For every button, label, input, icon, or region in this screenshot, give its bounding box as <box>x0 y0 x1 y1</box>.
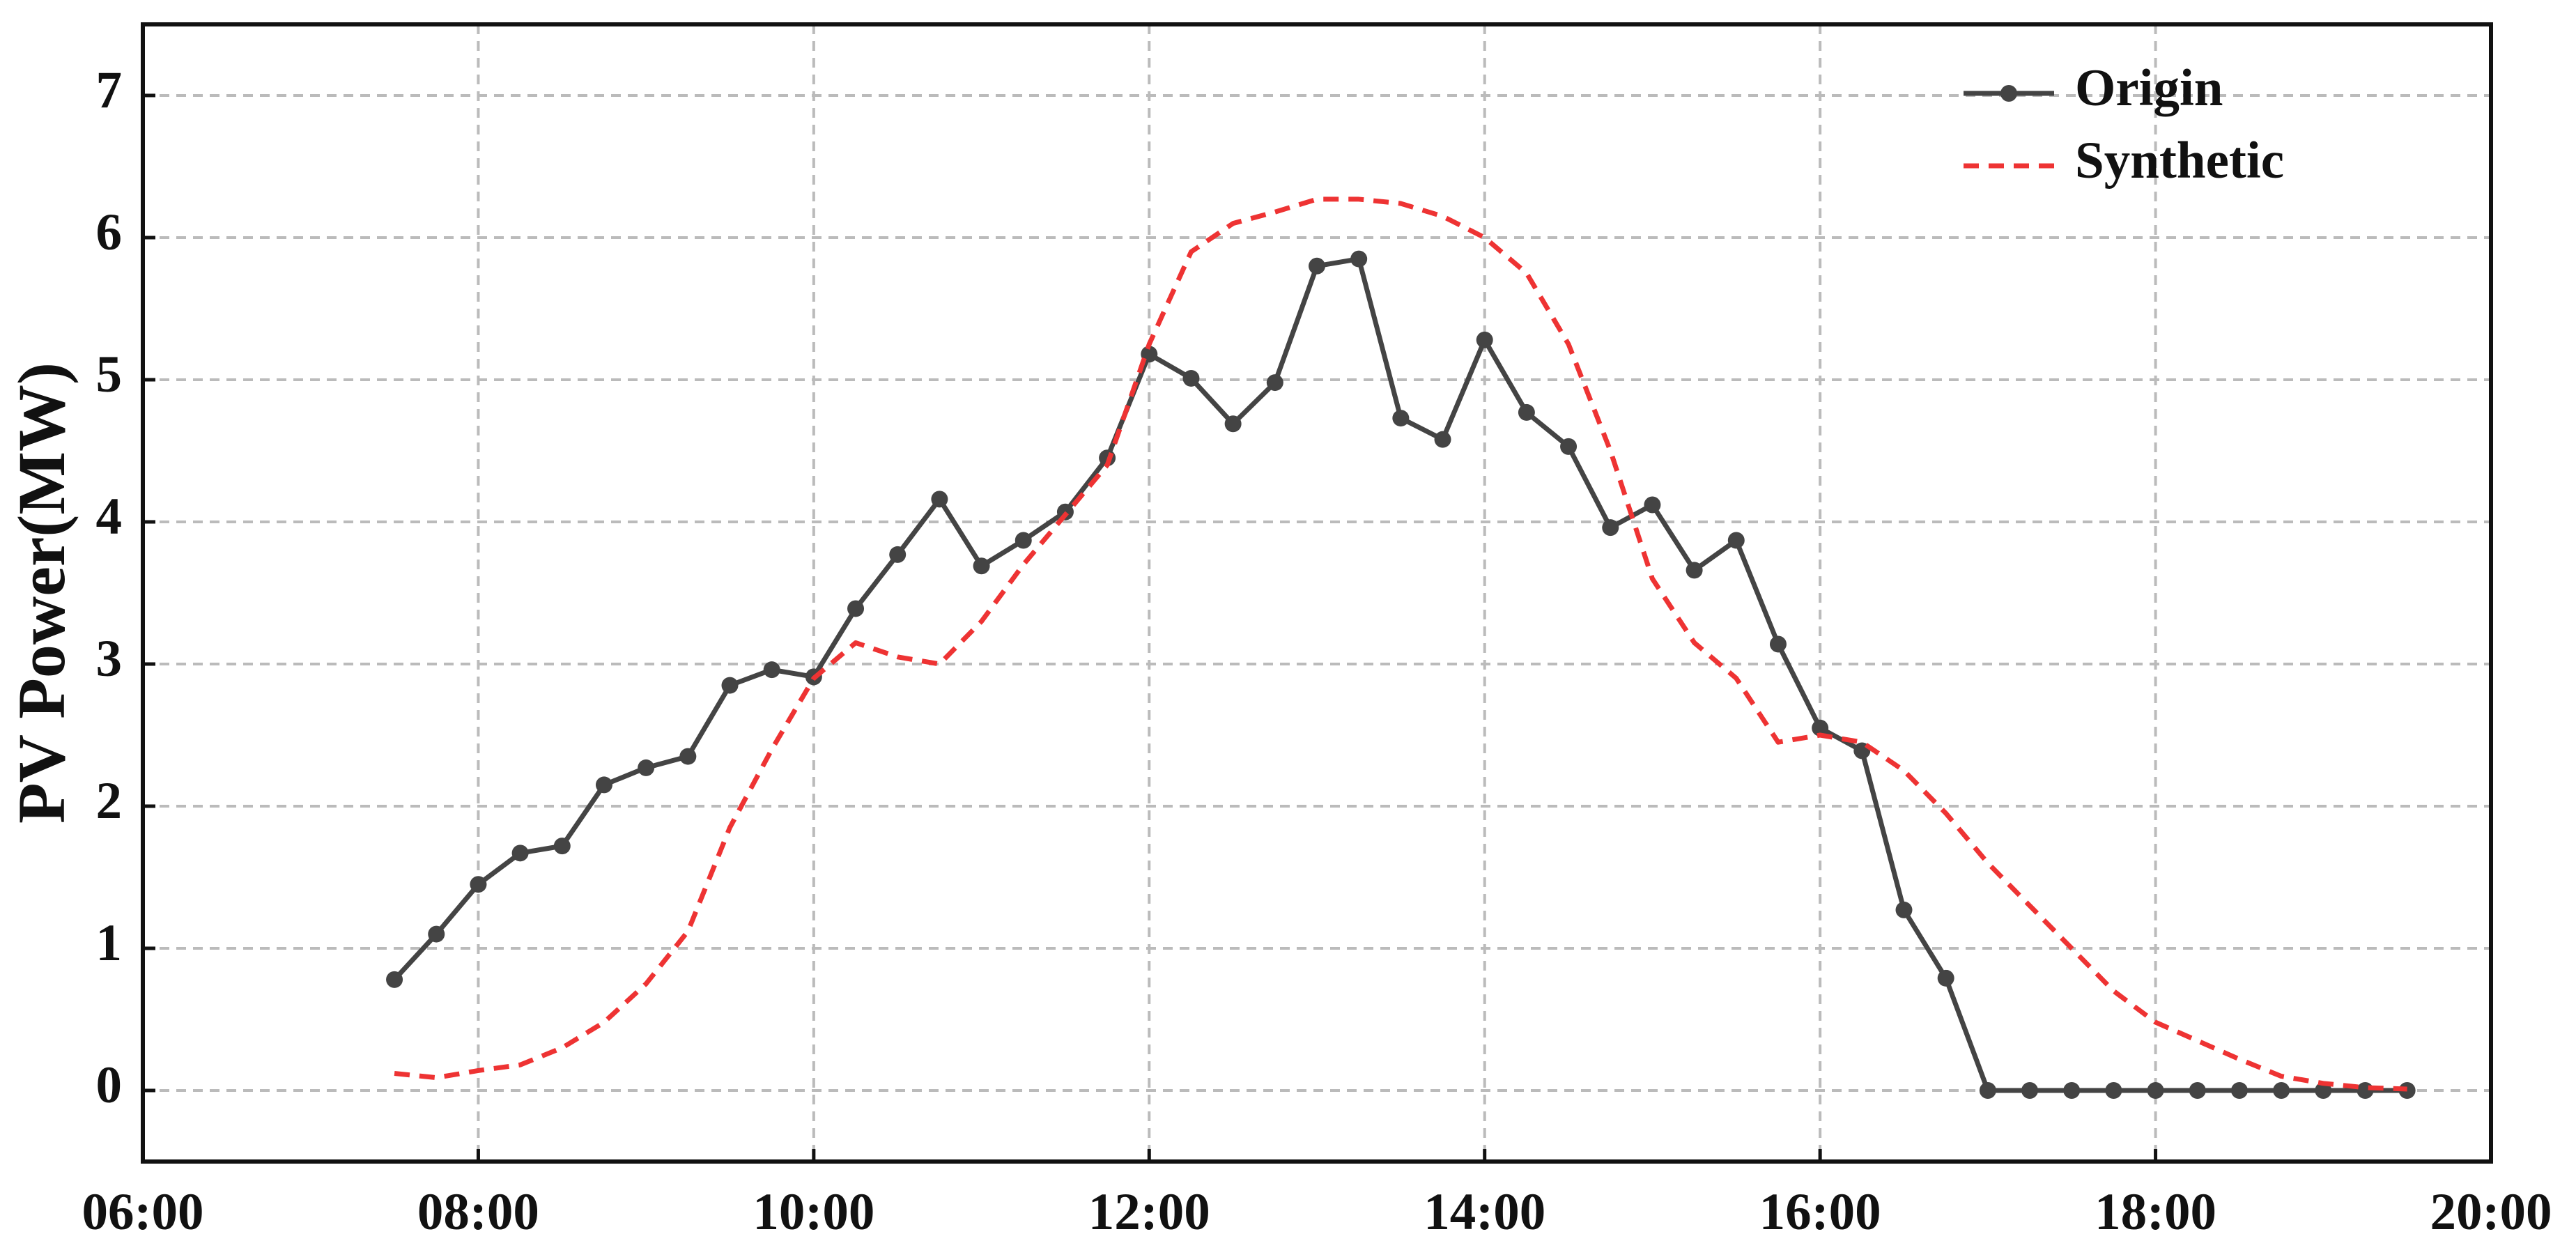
data-point <box>1937 969 1954 987</box>
data-point <box>511 845 529 862</box>
y-axis-label: PV Power(MW) <box>4 362 79 824</box>
data-point <box>1602 519 1619 537</box>
legend-label: Synthetic <box>2075 132 2284 190</box>
data-point <box>1266 374 1283 392</box>
data-point <box>428 925 445 943</box>
data-point <box>1727 532 1745 549</box>
data-point <box>2189 1082 2206 1099</box>
data-point <box>2273 1082 2290 1099</box>
data-point <box>2105 1082 2122 1099</box>
data-point <box>2021 1082 2039 1099</box>
x-tick-label: 18:00 <box>2095 1183 2216 1241</box>
y-tick-label: 5 <box>96 346 123 403</box>
x-tick-label: 14:00 <box>1424 1183 1545 1241</box>
legend-label: Origin <box>2075 59 2223 117</box>
data-point <box>1979 1082 1996 1099</box>
data-point <box>889 546 907 563</box>
data-point <box>1518 403 1535 421</box>
data-point <box>2063 1082 2081 1099</box>
data-point <box>679 748 697 765</box>
x-tick-label: 12:00 <box>1088 1183 1210 1241</box>
legend-marker <box>2000 85 2017 102</box>
series-line <box>394 196 2407 1092</box>
data-point <box>1182 369 1200 387</box>
data-point <box>386 971 403 988</box>
data-point <box>1895 901 1913 918</box>
data-point <box>1224 415 1242 433</box>
x-tick-label: 08:00 <box>417 1183 539 1241</box>
y-tick-label: 7 <box>96 61 123 119</box>
data-point <box>638 759 655 776</box>
data-point <box>1769 635 1787 653</box>
data-point <box>1141 346 1158 363</box>
data-point <box>931 491 948 508</box>
data-point <box>2230 1082 2248 1099</box>
y-tick-label: 1 <box>96 914 123 972</box>
data-point <box>1392 410 1410 427</box>
data-point <box>2398 1082 2416 1099</box>
data-point <box>763 661 780 679</box>
x-tick-label: 16:00 <box>1759 1183 1881 1241</box>
series-line <box>392 256 2407 1093</box>
data-point <box>1350 250 1368 268</box>
y-tick-label: 3 <box>96 630 123 688</box>
data-point <box>553 838 571 855</box>
data-point <box>2147 1082 2164 1099</box>
data-point <box>721 677 739 694</box>
y-tick-label: 2 <box>96 772 123 830</box>
plot-frame <box>141 22 2493 1164</box>
data-point <box>1560 438 1578 455</box>
data-point <box>470 876 487 893</box>
x-tick-label: 06:00 <box>82 1183 204 1241</box>
data-point <box>2315 1082 2332 1099</box>
data-point <box>1015 532 1032 549</box>
data-point <box>1476 331 1493 348</box>
data-point <box>2357 1082 2374 1099</box>
y-tick-label: 6 <box>96 203 123 261</box>
data-point <box>847 600 865 617</box>
data-point <box>1686 562 1703 579</box>
data-point <box>595 776 612 794</box>
data-point <box>1309 257 1325 275</box>
x-tick-label: 20:00 <box>2430 1183 2552 1241</box>
x-tick-label: 10:00 <box>753 1183 874 1241</box>
data-point <box>1434 431 1451 448</box>
data-point <box>1812 719 1829 737</box>
data-point <box>1644 496 1661 514</box>
y-tick-label: 4 <box>96 488 123 546</box>
data-point <box>973 557 990 575</box>
y-tick-label: 0 <box>96 1056 123 1114</box>
